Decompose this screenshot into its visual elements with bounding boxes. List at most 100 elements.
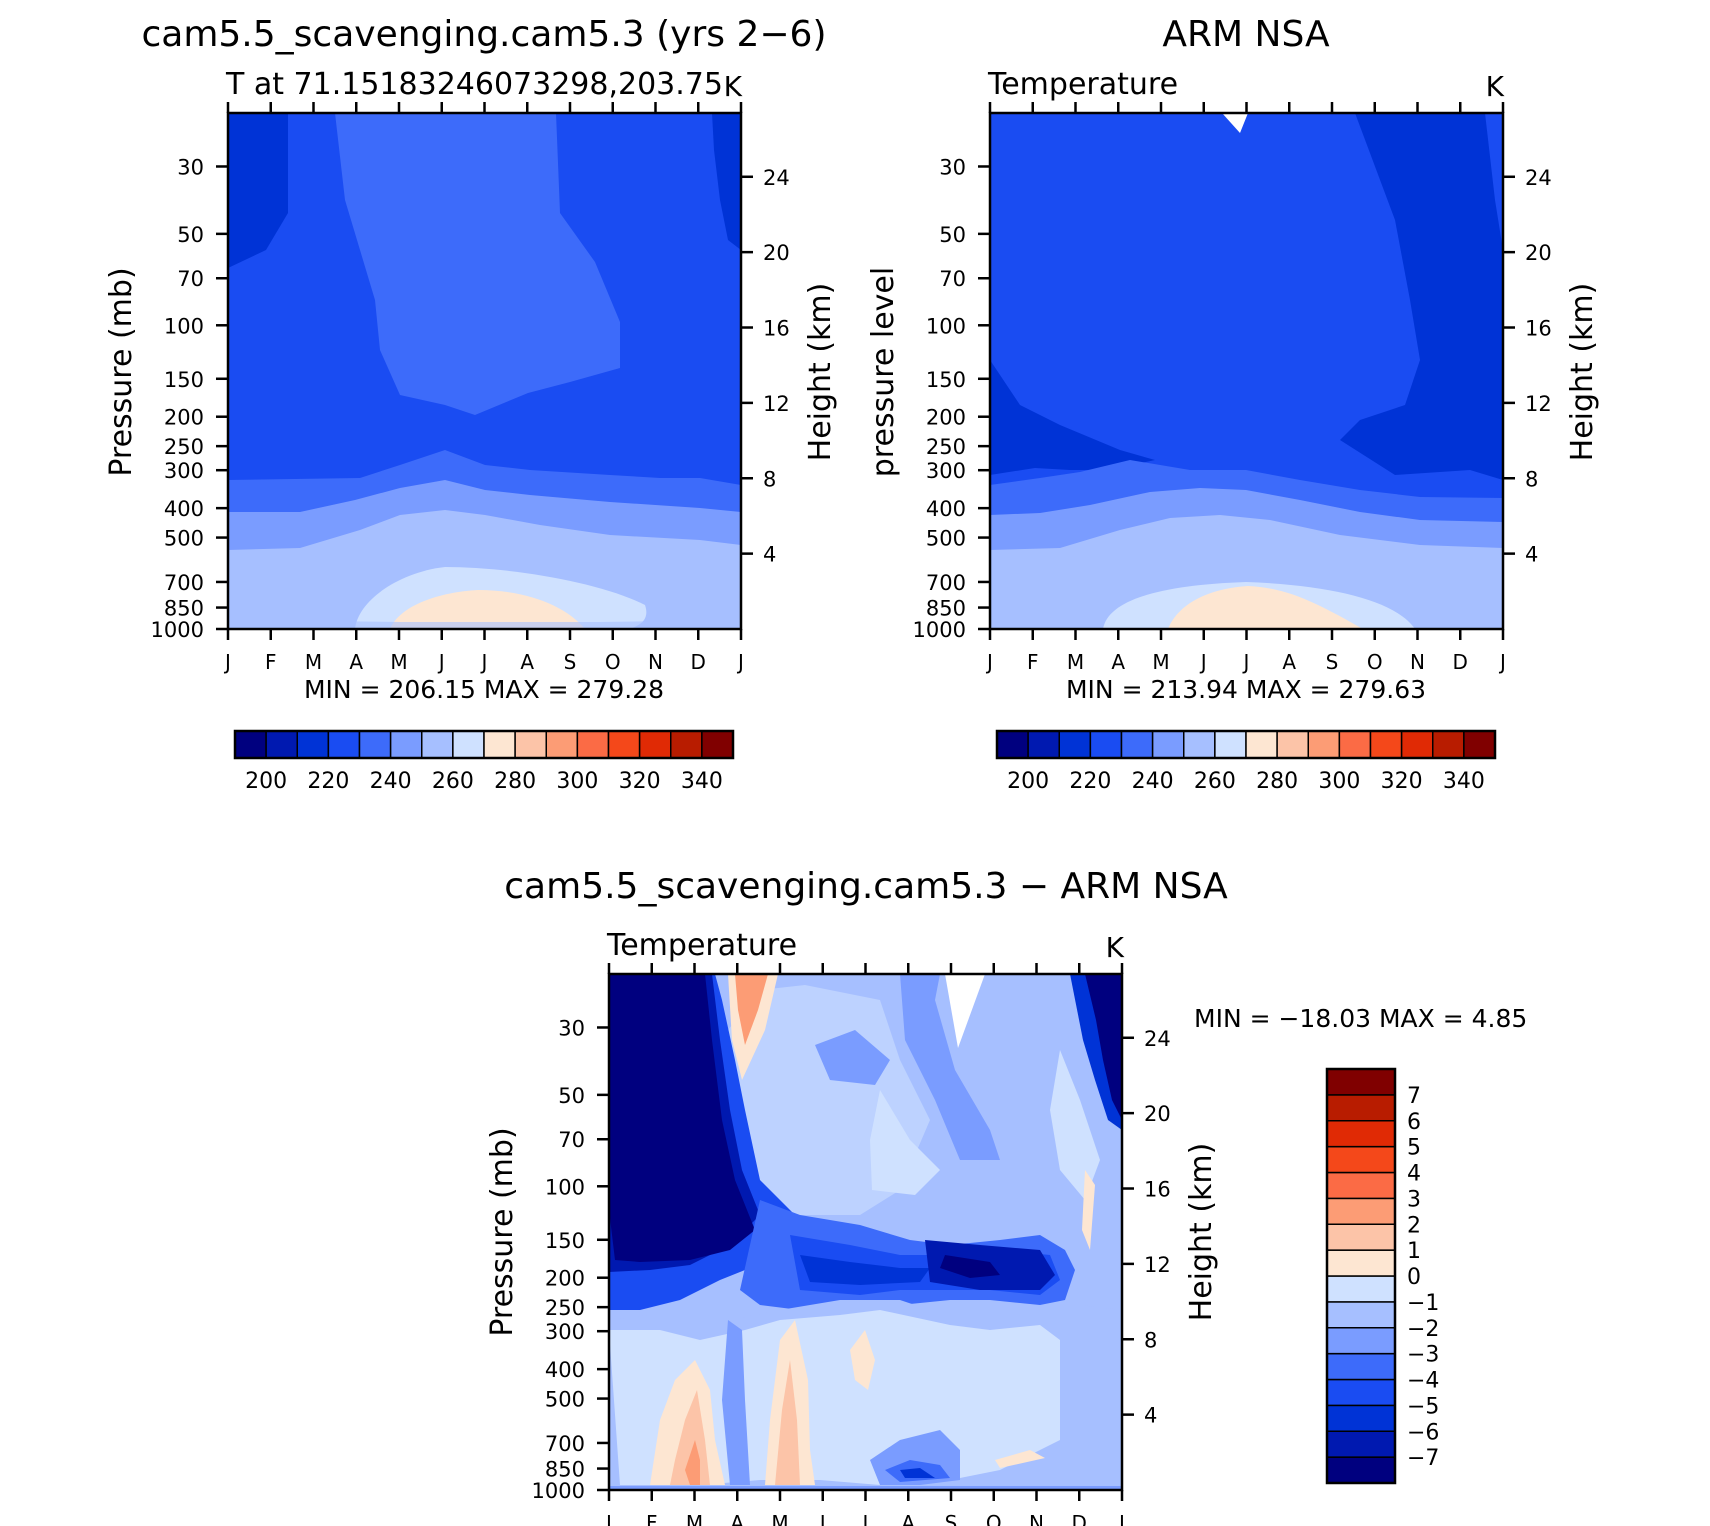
obs-x-tick-label: J <box>1242 650 1250 674</box>
obs-colorbar-swatch <box>1276 730 1309 759</box>
obs-height-tick-label: 20 <box>1525 241 1552 265</box>
obs-min-max: MIN = 213.94 MAX = 279.63 <box>1066 675 1426 704</box>
model-height-tick-label: 24 <box>763 166 790 190</box>
model-colorbar-swatch <box>452 730 485 759</box>
diff-y-tick-label: 200 <box>545 1267 585 1291</box>
obs-colorbar-label: 300 <box>1318 769 1360 794</box>
diff-colorbar-label: −7 <box>1407 1446 1439 1471</box>
diff-colorbar-label: 1 <box>1407 1239 1421 1264</box>
diff-colorbar-label: −6 <box>1407 1420 1439 1445</box>
model-x-tick-label: J <box>437 650 445 674</box>
obs-x-tick-label: F <box>1027 650 1039 674</box>
model-height-tick-label: 4 <box>763 543 776 567</box>
obs-x-tick-label: N <box>1410 650 1425 674</box>
obs-y-tick-label: 30 <box>939 155 966 179</box>
diff-colorbar-swatch <box>1326 1352 1396 1381</box>
diff-x-tick-label: F <box>646 1511 658 1526</box>
model-y-tick-label: 30 <box>177 155 204 179</box>
diff-x-tick-label: A <box>730 1511 744 1526</box>
diff-x-tick-label: A <box>901 1511 915 1526</box>
model-colorbar-label: 220 <box>307 769 349 794</box>
diff-y-tick-label: 250 <box>545 1296 585 1320</box>
obs-temperature-panel: ARM NSA Temperature K J F M A M J J A S O N D J 30 50 7… <box>866 14 1600 794</box>
obs-y-tick-label: 70 <box>939 267 966 291</box>
obs-colorbar-swatch <box>1400 730 1434 759</box>
diff-colorbar-swatch <box>1326 1145 1396 1174</box>
diff-ylabel: Pressure (mb) <box>485 1127 520 1336</box>
obs-colorbar-label: 340 <box>1443 769 1485 794</box>
diff-colorbar-label: −5 <box>1407 1394 1439 1419</box>
obs-y-tick-label: 300 <box>926 459 966 483</box>
obs-colorbar-label: 280 <box>1256 769 1298 794</box>
diff-colorbar-label: −2 <box>1407 1317 1439 1342</box>
model-height-tick-label: 12 <box>763 392 790 416</box>
diff-colorbar-swatch <box>1326 1249 1396 1277</box>
obs-height-tick-label: 16 <box>1525 317 1552 341</box>
diff-x-tick-label: O <box>986 1511 1002 1526</box>
diff-x-tick-label: J <box>818 1511 826 1526</box>
diff-colorbar-swatch <box>1326 1197 1396 1225</box>
obs-y-tick-label: 100 <box>926 314 966 338</box>
model-colorbar-label: 320 <box>619 769 661 794</box>
obs-colorbar-swatch <box>1183 730 1216 759</box>
diff-colorbar-label: 0 <box>1407 1265 1421 1290</box>
obs-colorbar-label: 320 <box>1381 769 1423 794</box>
diff-colorbar-swatch <box>1326 1223 1396 1251</box>
obs-x-tick-label: J <box>1199 650 1207 674</box>
obs-contour-field <box>990 113 1503 629</box>
diff-panel-units: K <box>1106 931 1125 964</box>
obs-y-tick-label: 400 <box>926 497 966 521</box>
obs-colorbar-swatch <box>1463 730 1496 759</box>
diff-colorbar-swatch <box>1326 1430 1396 1458</box>
model-height-tick-label: 16 <box>763 317 790 341</box>
model-height-tick-label: 20 <box>763 241 790 265</box>
obs-colorbar-frame <box>995 729 1497 760</box>
diff-height-tick-label: 4 <box>1144 1404 1157 1428</box>
diff-panel-title: cam5.5_scavenging.cam5.3 − ARM NSA <box>504 866 1228 907</box>
model-x-tick-label: A <box>349 650 363 674</box>
diff-x-tick-label: M <box>771 1511 788 1526</box>
model-colorbar-swatch <box>545 730 579 759</box>
model-y-tick-label: 1000 <box>151 618 204 642</box>
obs-x-tick-label: M <box>1152 650 1169 674</box>
diff-colorbar-frame <box>1325 1067 1397 1485</box>
obs-y-tick-label: 250 <box>926 435 966 459</box>
diff-colorbar-swatch <box>1326 1404 1396 1432</box>
obs-x-tick-label: J <box>1498 650 1506 674</box>
obs-colorbar-label: 260 <box>1194 769 1236 794</box>
diff-y-tick-label: 1000 <box>532 1479 585 1503</box>
obs-x-tick-label: A <box>1111 650 1125 674</box>
model-x-tick-label: M <box>305 650 322 674</box>
diff-min-max: MIN = −18.03 MAX = 4.85 <box>1194 1004 1527 1033</box>
obs-colorbar-swatch <box>1307 730 1341 759</box>
model-colorbar-swatch <box>265 730 298 759</box>
obs-y-tick-label: 50 <box>939 223 966 247</box>
model-colorbar-label: 260 <box>432 769 474 794</box>
model-colorbar-swatch <box>358 730 392 759</box>
diff-x-tick-label: D <box>1072 1511 1087 1526</box>
obs-colorbar-swatch <box>1058 730 1092 759</box>
model-y-tick-label: 70 <box>177 267 204 291</box>
diff-height-tick-label: 20 <box>1144 1102 1171 1126</box>
model-y-tick-label: 500 <box>164 527 204 551</box>
model-x-tick-label: J <box>736 650 744 674</box>
obs-height-tick-label: 24 <box>1525 166 1552 190</box>
obs-colorbar-label: 220 <box>1069 769 1111 794</box>
model-panel-subtitle: T at 71.15183246073298,203.75 <box>225 67 723 102</box>
obs-y-tick-label: 200 <box>926 406 966 430</box>
diff-y-tick-label: 50 <box>558 1084 585 1108</box>
model-y-tick-label: 200 <box>164 406 204 430</box>
model-colorbar-swatch <box>296 730 330 759</box>
diff-y-tick-label: 700 <box>545 1432 585 1456</box>
diff-x-tick-label: S <box>945 1511 958 1526</box>
diff-colorbar-swatch <box>1326 1301 1396 1329</box>
model-min-max: MIN = 206.15 MAX = 279.28 <box>304 675 664 704</box>
diff-y-tick-label: 70 <box>558 1128 585 1152</box>
obs-colorbar-swatch <box>1151 730 1185 759</box>
diff-colorbar-label: 5 <box>1407 1136 1421 1161</box>
obs-ylabel: pressure level <box>866 267 901 477</box>
model-x-tick-label: J <box>480 650 488 674</box>
